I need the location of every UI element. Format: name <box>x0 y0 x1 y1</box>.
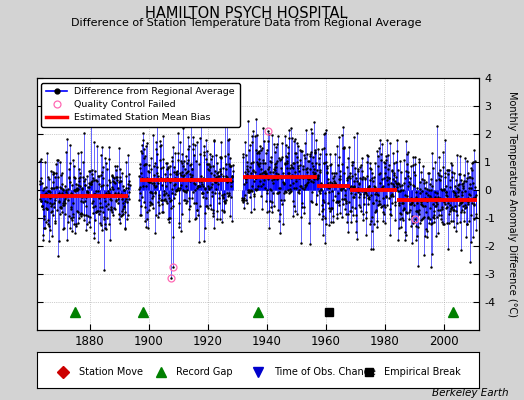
Text: Berkeley Earth: Berkeley Earth <box>432 388 508 398</box>
Bar <box>129 78 138 330</box>
Text: Time of Obs. Change: Time of Obs. Change <box>274 367 375 377</box>
Bar <box>233 78 242 330</box>
Text: HAMILTON PSYCH HOSPITAL: HAMILTON PSYCH HOSPITAL <box>145 6 347 21</box>
Y-axis label: Monthly Temperature Anomaly Difference (°C): Monthly Temperature Anomaly Difference (… <box>507 91 517 317</box>
Text: Empirical Break: Empirical Break <box>384 367 461 377</box>
Text: Station Move: Station Move <box>79 367 143 377</box>
Text: Record Gap: Record Gap <box>176 367 233 377</box>
Legend: Difference from Regional Average, Quality Control Failed, Estimated Station Mean: Difference from Regional Average, Qualit… <box>41 83 240 127</box>
Text: Difference of Station Temperature Data from Regional Average: Difference of Station Temperature Data f… <box>71 18 421 28</box>
